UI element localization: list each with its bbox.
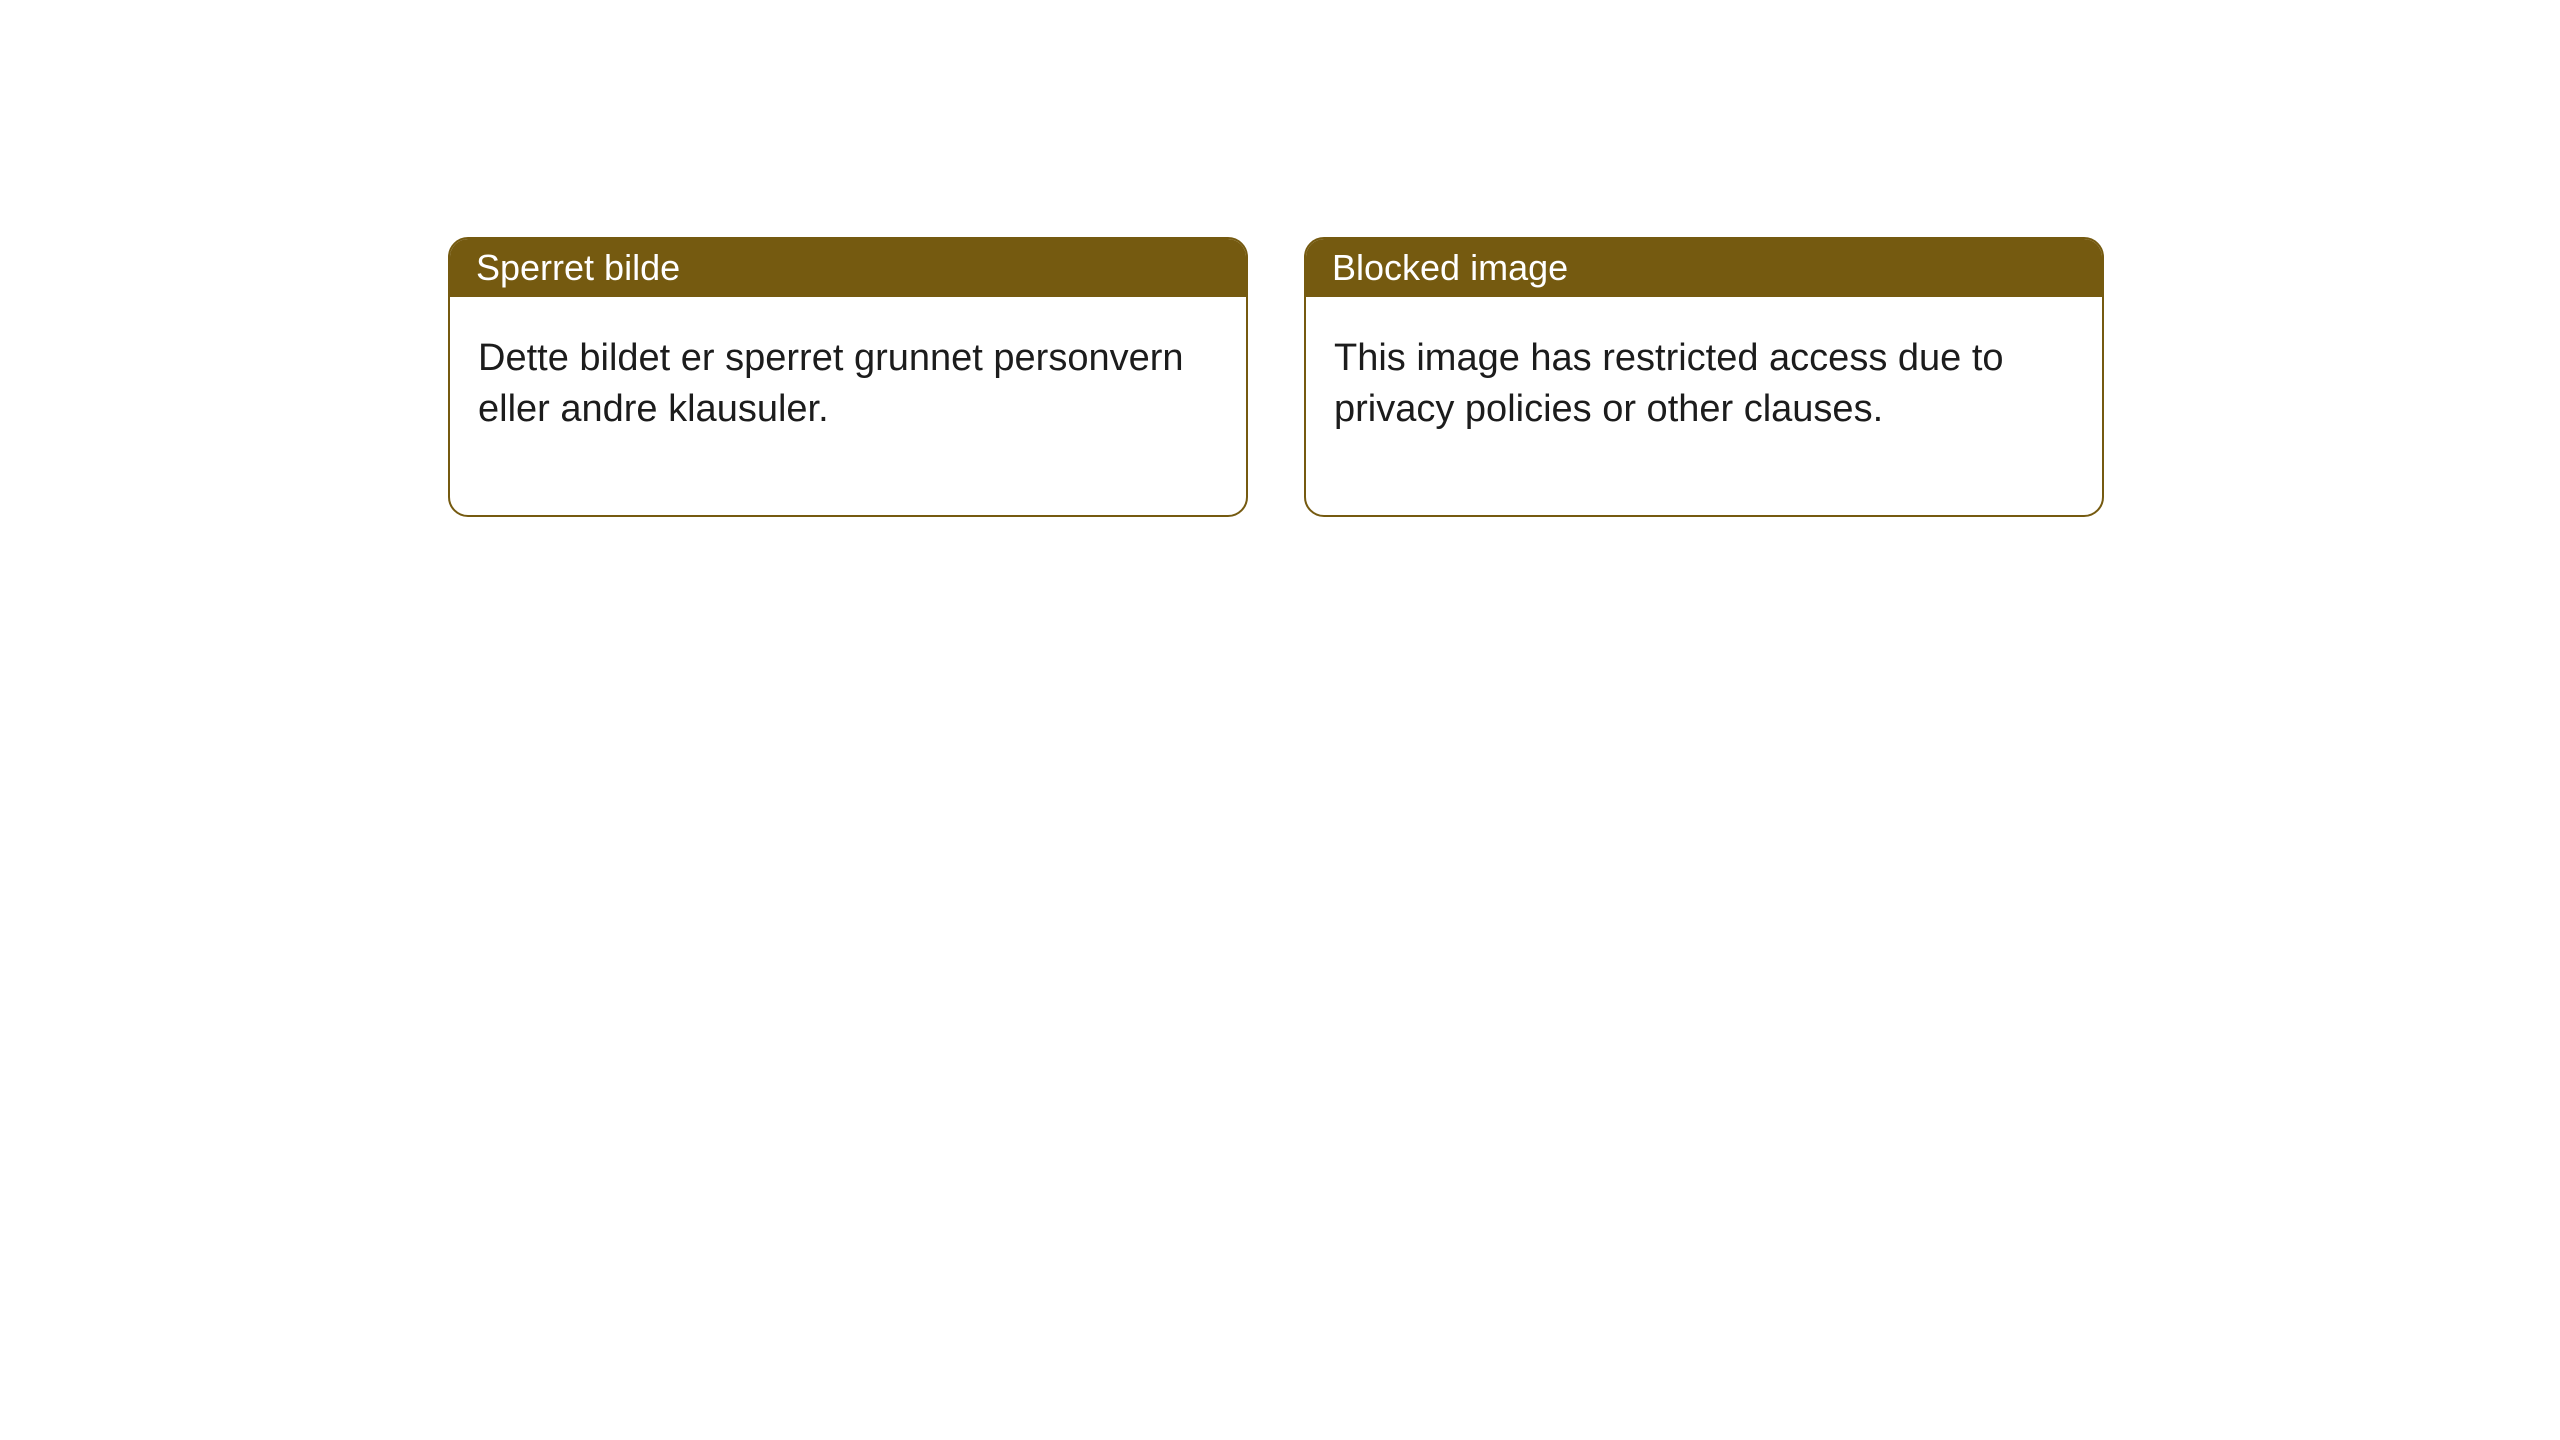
notice-card-norwegian: Sperret bilde Dette bildet er sperret gr… (448, 237, 1248, 517)
notice-card-text: Dette bildet er sperret grunnet personve… (478, 337, 1184, 430)
notice-card-header: Sperret bilde (450, 239, 1246, 297)
notice-card-header: Blocked image (1306, 239, 2102, 297)
notice-card-english: Blocked image This image has restricted … (1304, 237, 2104, 517)
notice-cards-container: Sperret bilde Dette bildet er sperret gr… (448, 237, 2104, 517)
notice-card-body: This image has restricted access due to … (1306, 297, 2102, 515)
notice-card-title: Sperret bilde (476, 247, 680, 288)
notice-card-text: This image has restricted access due to … (1334, 337, 2004, 430)
notice-card-body: Dette bildet er sperret grunnet personve… (450, 297, 1246, 515)
notice-card-title: Blocked image (1332, 247, 1568, 288)
